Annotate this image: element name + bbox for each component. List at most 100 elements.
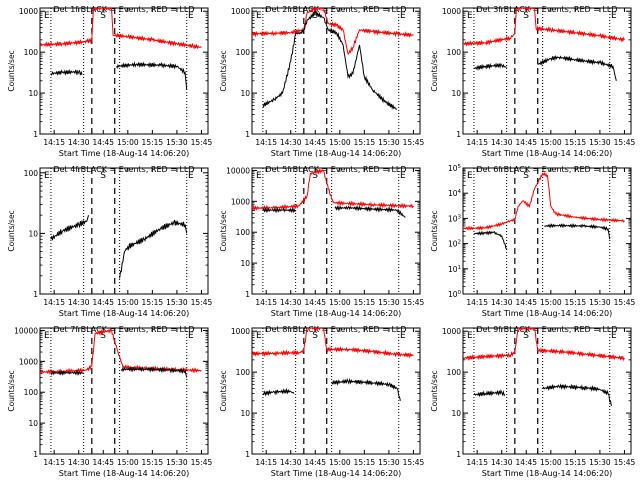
chart-panel-4: 14:15 14:30 14:45 15:00 15:15 15:30 15:45 1 10 10… xyxy=(7,165,212,318)
event-marker: E xyxy=(400,171,406,181)
chart-title: Det 7f BLACK = Events, RED = LLD xyxy=(53,325,194,334)
series-line-black xyxy=(331,377,401,401)
y-tick-label: 100 xyxy=(236,228,251,237)
y-tick-label: 1000 xyxy=(442,327,461,336)
x-tick-label: 15:00 xyxy=(117,458,139,467)
y-tick-label: 100 xyxy=(447,48,462,57)
series-line-black xyxy=(50,215,89,241)
series-line-black xyxy=(473,62,507,72)
x-tick-label: 14:15 xyxy=(466,298,488,307)
x-tick-label: 14:30 xyxy=(280,458,302,467)
event-marker: E xyxy=(44,331,50,341)
event-marker: E xyxy=(44,11,50,21)
x-tick-label: 14:15 xyxy=(255,298,277,307)
chart-panel-9: 14:15 14:30 14:45 15:00 15:15 15:30 15:45 1 10 10… xyxy=(430,325,635,478)
y-tick-label: 1 xyxy=(456,450,461,459)
series-line-red xyxy=(252,168,414,212)
x-tick-label: 15:30 xyxy=(166,458,188,467)
event-marker: S xyxy=(523,11,529,21)
y-tick-label: 10 xyxy=(451,409,461,418)
x-axis-label: Start Time (18-Aug-14 14:06:20) xyxy=(482,309,613,318)
x-tick-label: 14:45 xyxy=(515,458,537,467)
y-axis-label: Counts/sec xyxy=(7,50,16,91)
x-tick-label: 14:45 xyxy=(304,138,326,147)
event-marker: E xyxy=(467,171,473,181)
event-marker: E xyxy=(188,331,194,341)
x-tick-label: 15:00 xyxy=(540,298,562,307)
y-axis-label: Counts/sec xyxy=(430,370,439,411)
x-tick-label: 14:30 xyxy=(68,458,90,467)
x-axis-label: Start Time (18-Aug-14 14:06:20) xyxy=(482,469,613,478)
x-tick-label: 15:30 xyxy=(166,298,188,307)
x-tick-label: 14:15 xyxy=(466,458,488,467)
chart-title: Det 3f BLACK = Events, RED = LLD xyxy=(476,5,617,14)
event-marker: E xyxy=(611,331,617,341)
x-tick-label: 15:15 xyxy=(354,138,376,147)
x-tick-label: 15:00 xyxy=(329,458,351,467)
x-tick-label: 15:30 xyxy=(378,298,400,307)
y-tick-label: 10 xyxy=(451,89,461,98)
x-tick-label: 15:30 xyxy=(378,138,400,147)
plot-frame xyxy=(251,327,421,455)
x-tick-label: 14:30 xyxy=(491,458,513,467)
x-tick-label: 14:15 xyxy=(255,458,277,467)
x-tick-label: 14:45 xyxy=(515,138,537,147)
x-tick-label: 15:45 xyxy=(191,298,213,307)
event-marker: E xyxy=(188,11,194,21)
x-tick-label: 15:00 xyxy=(540,458,562,467)
x-tick-label: 15:30 xyxy=(589,138,611,147)
x-axis-label: Start Time (18-Aug-14 14:06:20) xyxy=(271,149,402,158)
y-tick-label: 100 xyxy=(24,48,39,57)
y-axis-label: Counts/sec xyxy=(7,370,16,411)
series-line-red xyxy=(40,328,202,375)
x-tick-label: 14:30 xyxy=(491,298,513,307)
event-marker: E xyxy=(400,331,406,341)
x-tick-label: 14:30 xyxy=(491,138,513,147)
series-line-black xyxy=(473,389,506,398)
x-tick-label: 14:30 xyxy=(68,298,90,307)
y-tick-label: 1 xyxy=(33,290,38,299)
x-tick-label: 15:30 xyxy=(378,458,400,467)
x-tick-label: 15:45 xyxy=(403,458,425,467)
x-tick-label: 14:45 xyxy=(304,298,326,307)
y-tick-label: 1 xyxy=(245,450,250,459)
event-marker: E xyxy=(467,331,473,341)
x-tick-label: 14:45 xyxy=(515,298,537,307)
x-axis-label: Start Time (18-Aug-14 14:06:20) xyxy=(271,309,402,318)
x-tick-label: 15:00 xyxy=(329,138,351,147)
plot-frame xyxy=(251,7,421,135)
chart-title: Det 4f BLACK = Events, RED = LLD xyxy=(53,165,194,174)
x-tick-label: 14:45 xyxy=(92,458,114,467)
x-tick-label: 15:00 xyxy=(329,298,351,307)
y-tick-label: 1 xyxy=(245,290,250,299)
x-tick-label: 15:15 xyxy=(565,298,587,307)
series-line-black xyxy=(544,223,611,240)
x-tick-label: 15:15 xyxy=(354,298,376,307)
y-tick-label: 10 xyxy=(240,409,250,418)
plot-frame xyxy=(39,167,209,295)
chart-panel-6: 14:15 14:30 14:45 15:00 15:15 15:30 15:45 100 10… xyxy=(430,164,635,318)
y-axis-label: Counts/sec xyxy=(430,50,439,91)
x-tick-label: 15:15 xyxy=(142,298,164,307)
y-tick-label: 10 xyxy=(28,419,38,428)
x-tick-label: 15:45 xyxy=(191,458,213,467)
y-tick-label: 1 xyxy=(33,130,38,139)
y-tick-label: 101 xyxy=(448,265,461,274)
y-tick-label: 100 xyxy=(447,368,462,377)
chart-panel-5: 14:15 14:30 14:45 15:00 15:15 15:30 15:45 1 10 10… xyxy=(219,165,424,318)
x-axis-label: Start Time (18-Aug-14 14:06:20) xyxy=(482,149,613,158)
y-tick-label: 10 xyxy=(240,259,250,268)
y-axis-label: Counts/sec xyxy=(219,210,228,251)
x-tick-label: 15:30 xyxy=(589,298,611,307)
event-marker: E xyxy=(256,11,262,21)
chart-title: Det 9f BLACK = Events, RED = LLD xyxy=(476,325,617,334)
plot-frame xyxy=(251,167,421,295)
chart-panel-8: 14:15 14:30 14:45 15:00 15:15 15:30 15:45 1 10 10… xyxy=(219,325,424,478)
x-tick-label: 15:30 xyxy=(166,138,188,147)
x-tick-label: 14:15 xyxy=(466,138,488,147)
x-tick-label: 15:30 xyxy=(589,458,611,467)
x-tick-label: 15:15 xyxy=(142,138,164,147)
y-tick-label: 104 xyxy=(448,189,462,198)
y-tick-label: 1000 xyxy=(19,7,38,16)
series-line-black xyxy=(542,383,612,406)
